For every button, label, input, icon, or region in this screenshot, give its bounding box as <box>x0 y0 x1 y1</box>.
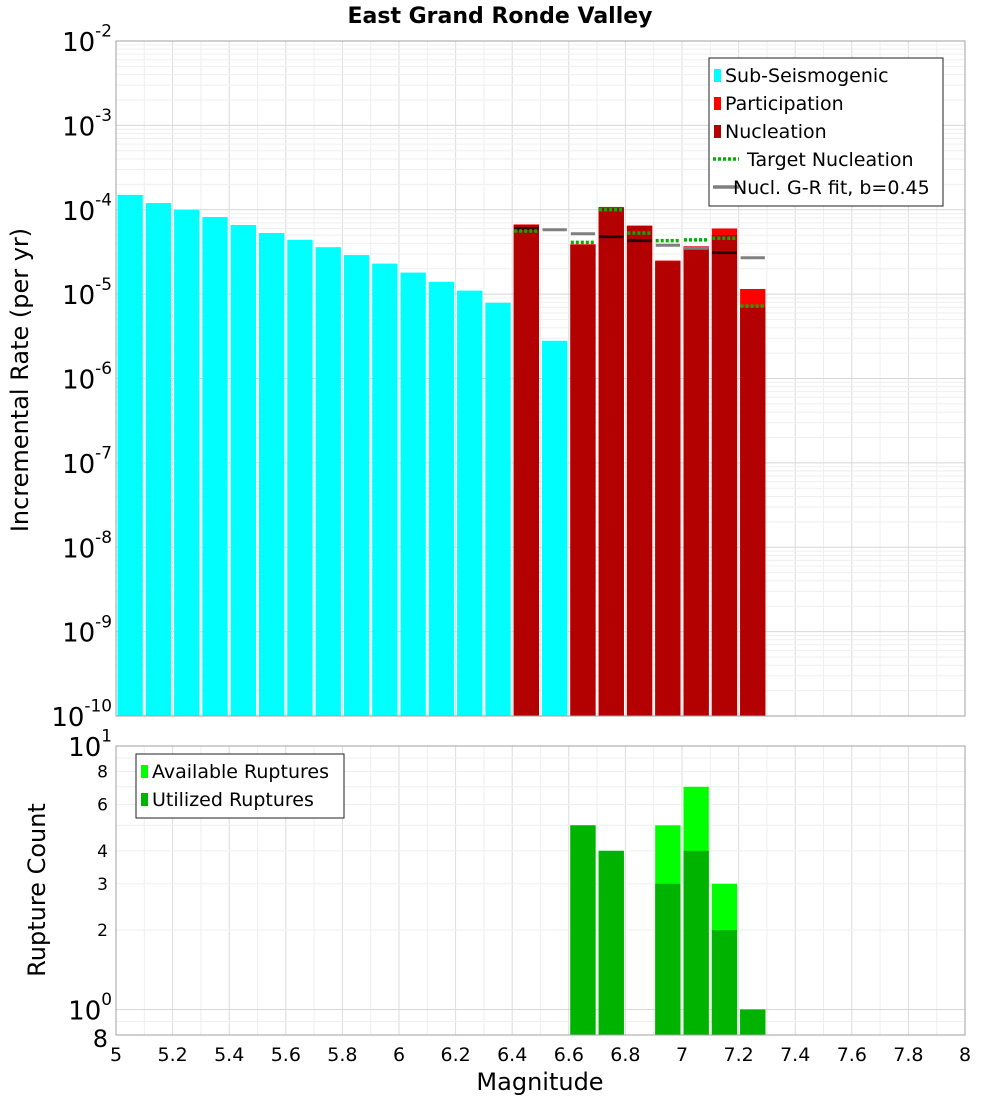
x-tick-label: 5.6 <box>271 1044 301 1066</box>
nucleation-bar <box>740 307 766 716</box>
top-y-tick-label: 10-6 <box>62 358 112 395</box>
top-y-tick-label: 10-3 <box>62 105 112 142</box>
nucleation-bar <box>655 261 681 716</box>
bottom-y-minor-tick-label: 3 <box>97 875 108 895</box>
sub-seismogenic-bar <box>145 203 172 716</box>
sub-seismogenic-bar <box>230 224 256 716</box>
bottom-legend: Available Ruptures Utilized Ruptures <box>135 753 345 819</box>
sub-seismogenic-bar <box>117 194 143 716</box>
legend-swatch <box>141 793 148 806</box>
sub-seismogenic-bar <box>202 217 228 716</box>
bottom-legend-box <box>135 753 345 819</box>
top-y-tick-label: 10-2 <box>62 21 112 58</box>
sub-seismogenic-bar <box>457 290 483 716</box>
x-tick-label: 6.8 <box>610 1044 640 1066</box>
legend-swatch <box>714 125 721 138</box>
sub-seismogenic-bar <box>400 272 426 716</box>
top-y-axis-label: Incremental Rate (per yr) <box>6 228 34 532</box>
legend-label: Target Nucleation <box>746 149 914 171</box>
top-legend-box <box>708 57 944 207</box>
x-tick-label: 5.8 <box>327 1044 357 1066</box>
sub-seismogenic-bar <box>174 209 200 716</box>
bottom-y-minor-tick-label: 2 <box>97 921 108 941</box>
bottom-y-minor-tick-label: 8 <box>97 763 108 783</box>
top-y-tick-label: 10-8 <box>62 527 112 564</box>
top-plot-frame <box>115 40 966 717</box>
legend-label: Participation <box>725 93 844 115</box>
nucleation-bar <box>570 244 596 716</box>
nucleation-bar <box>683 248 709 717</box>
nucleation-bar <box>598 207 624 716</box>
sub-seismogenic-bar <box>428 281 455 716</box>
sub-seismogenic-bar <box>485 302 511 716</box>
x-tick-label: 6.2 <box>440 1044 470 1066</box>
top-legend: Sub-Seismogenic Participation Nucleation Ta… <box>708 57 944 207</box>
x-tick-label: 6.4 <box>497 1044 527 1066</box>
top-y-tick-label: 10-4 <box>62 189 112 226</box>
x-tick-label: 7.4 <box>780 1044 810 1066</box>
sub-seismogenic-bar <box>343 255 370 716</box>
legend-label: Nucl. G-R fit, b=0.45 <box>733 177 930 199</box>
legend-label: Sub-Seismogenic <box>725 65 889 87</box>
legend-label: Utilized Ruptures <box>152 789 314 811</box>
utilized-ruptures-bar <box>598 850 624 1035</box>
nucleation-bar <box>626 226 653 716</box>
sub-seismogenic-bar <box>372 263 398 716</box>
legend-label: Nucleation <box>725 121 827 143</box>
x-tick-label: 7.2 <box>723 1044 753 1066</box>
bottom-y-major-tick-label: 100 <box>68 989 112 1026</box>
utilized-ruptures-bar <box>683 850 709 1035</box>
bottom-y-minor-tick-label: 6 <box>97 795 108 815</box>
chart-title: East Grand Ronde Valley <box>347 4 652 29</box>
x-tick-label: 7.8 <box>893 1044 923 1066</box>
legend-swatch <box>141 765 148 778</box>
sub-seismogenic-bar <box>542 340 568 716</box>
sub-seismogenic-bar <box>287 239 313 716</box>
bottom-y-minor-tick-label: 8 <box>93 1025 108 1053</box>
x-tick-label: 8 <box>959 1044 971 1066</box>
utilized-ruptures-bar <box>570 825 596 1035</box>
bottom-y-major-tick-label: 101 <box>68 726 112 763</box>
x-tick-label: 6 <box>393 1044 405 1066</box>
top-y-tick-label: 10-5 <box>62 274 112 311</box>
x-tick-label: 5.2 <box>157 1044 187 1066</box>
x-tick-label: 5 <box>110 1044 122 1066</box>
nucleation-bar <box>513 224 539 716</box>
bottom-y-axis-label: Rupture Count <box>23 803 51 977</box>
top-y-tick-label: 10-9 <box>62 611 112 648</box>
bottom-y-minor-tick-label: 4 <box>97 842 108 862</box>
sub-seismogenic-bar <box>315 247 341 716</box>
bottom-plot-frame <box>115 745 966 1036</box>
x-tick-label: 7.6 <box>837 1044 867 1066</box>
x-axis-label: Magnitude <box>476 1068 603 1096</box>
legend-swatch <box>714 69 721 82</box>
x-tick-label: 6.6 <box>554 1044 584 1066</box>
utilized-ruptures-bar <box>711 930 738 1035</box>
x-tick-label: 7 <box>676 1044 688 1066</box>
utilized-ruptures-bar <box>655 883 681 1035</box>
legend-label: Available Ruptures <box>152 761 329 783</box>
legend-swatch <box>714 97 721 110</box>
x-tick-label: 5.4 <box>214 1044 244 1066</box>
top-y-tick-label: 10-7 <box>62 443 112 480</box>
utilized-ruptures-bar <box>740 1009 766 1035</box>
sub-seismogenic-bar <box>259 233 285 716</box>
top-y-tick-label: 10-10 <box>51 696 112 733</box>
nucleation-bar <box>711 235 738 716</box>
